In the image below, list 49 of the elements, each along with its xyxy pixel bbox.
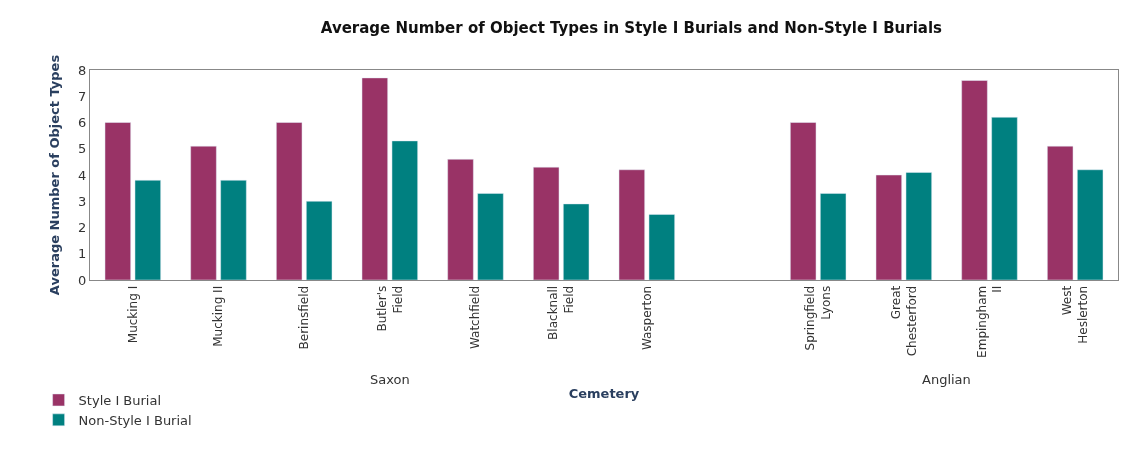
y-tick-label: 1 — [78, 246, 87, 262]
y-tick-label: 2 — [78, 220, 87, 236]
bar — [1077, 169, 1104, 280]
y-tick-label: 6 — [78, 115, 87, 131]
bar — [361, 77, 388, 280]
chart-title: Average Number of Object Types in Style I Burials and Non-Style I Burials — [320, 19, 943, 37]
x-tick-label: Empingham II — [974, 285, 1005, 358]
bar — [190, 145, 217, 280]
y-tick-label: 8 — [78, 62, 87, 78]
y-tick-label: 4 — [78, 167, 87, 183]
text: Saxon — [370, 372, 410, 387]
x-tick-label: Watchfield — [468, 285, 483, 350]
bar — [961, 80, 988, 280]
legend-label: Style I Burial — [78, 393, 162, 409]
legend-label: Non-Style I Burial — [78, 412, 192, 428]
x-tick-label: Wasperton — [639, 285, 654, 351]
y-tick-label: 3 — [78, 193, 87, 209]
text: Anglian — [922, 372, 971, 387]
bar — [790, 122, 817, 280]
bar — [134, 180, 161, 280]
bar — [306, 201, 333, 280]
bar — [648, 214, 675, 280]
bar — [1047, 145, 1074, 280]
bar — [820, 193, 847, 280]
x-tick-label: Blacknall Field — [546, 285, 576, 340]
bar — [875, 174, 902, 280]
bar — [220, 180, 247, 280]
x-tick-label: Mucking I — [125, 285, 140, 344]
y-tick-label: 7 — [78, 88, 87, 104]
bar — [276, 122, 303, 280]
bar — [104, 122, 131, 280]
x-tick-label: Berinsfield — [297, 285, 312, 350]
bar — [447, 159, 474, 280]
y-tick-label: 0 — [78, 272, 87, 288]
x-tick-label: West Heslerton — [1060, 285, 1090, 344]
y-axis-title: Average Number of Object Types — [47, 54, 63, 296]
bar — [391, 140, 418, 280]
x-axis-title: Cemetery — [568, 386, 640, 402]
bar — [905, 172, 932, 280]
bar — [618, 169, 645, 280]
x-tick-label: Springfield Lyons — [803, 285, 833, 351]
x-tick-label: Butler's Field — [374, 285, 405, 332]
y-tick-label: 5 — [78, 141, 87, 157]
bar — [477, 193, 504, 280]
bar — [563, 203, 590, 280]
x-tick-label: Mucking II — [211, 285, 226, 347]
x-tick-label: Great Chesterford — [888, 285, 919, 357]
bar — [991, 117, 1018, 280]
bar — [533, 166, 560, 280]
